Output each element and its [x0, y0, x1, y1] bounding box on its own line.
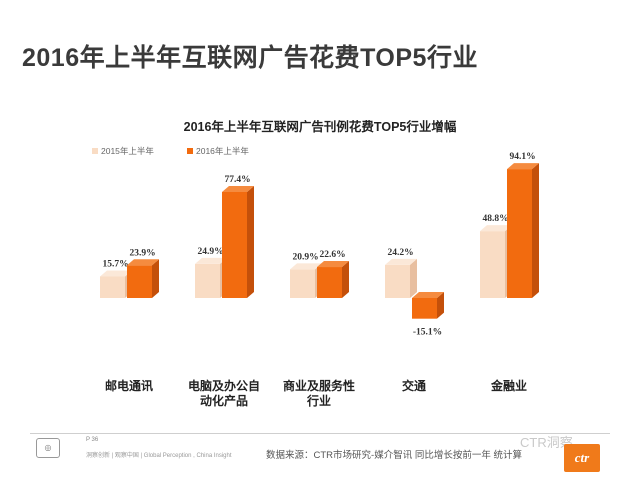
- page-number: P 36: [86, 437, 99, 443]
- category-label-1-line2: 动化产品: [200, 393, 248, 408]
- bar-1-1: [222, 191, 247, 298]
- bar-top-3-1: [412, 292, 444, 298]
- bar-side-1-1: [247, 185, 254, 298]
- footer-tagline: 洞察创新 | 观察中国 | Global Perception , China …: [86, 453, 232, 459]
- data-label-4-0: 48.8%: [482, 214, 508, 224]
- data-label-2-0: 20.9%: [292, 252, 318, 262]
- bar-side-4-1: [532, 163, 539, 298]
- legend-label-1: 2016年上半年: [196, 146, 249, 156]
- bar-top-0-0: [100, 270, 132, 277]
- bar-0-0: [100, 276, 125, 298]
- bar-side-3-1: [437, 292, 444, 319]
- bar-top-2-0: [290, 263, 322, 270]
- data-label-4-1: 94.1%: [509, 152, 535, 162]
- bar-4-1: [507, 169, 532, 298]
- bar-2-1: [317, 267, 342, 298]
- wechat-watermark: CTR洞察: [520, 435, 573, 450]
- data-label-2-1: 22.6%: [319, 250, 345, 260]
- bar-4-0: [480, 231, 505, 298]
- bar-top-2-1: [317, 261, 349, 268]
- bar-top-0-1: [127, 259, 159, 266]
- bar-side-2-1: [342, 261, 349, 298]
- footer-divider: [30, 433, 610, 434]
- data-label-3-1: -15.1%: [413, 328, 442, 338]
- ctr-logo: ctr: [564, 444, 600, 472]
- category-label-2-line2: 行业: [306, 393, 331, 408]
- bar-top-1-1: [222, 185, 254, 192]
- category-label-0: 邮电通讯: [105, 378, 153, 393]
- bar-3-1: [412, 298, 437, 319]
- bar-0-1: [127, 265, 152, 298]
- data-label-1-0: 24.9%: [197, 247, 223, 257]
- bar-top-1-0: [195, 257, 227, 264]
- bar-side-3-0: [410, 258, 417, 298]
- data-label-3-0: 24.2%: [387, 248, 413, 258]
- chart-title: 2016年上半年互联网广告刊例花费TOP5行业增幅: [183, 120, 457, 134]
- page-title: 2016年上半年互联网广告花费TOP5行业: [22, 44, 478, 72]
- award-badge-icon: ◎: [36, 438, 60, 458]
- data-label-1-1: 77.4%: [224, 175, 250, 185]
- bar-2-0: [290, 269, 315, 298]
- bar-side-0-1: [152, 259, 159, 298]
- legend-swatch-0: [92, 148, 98, 154]
- category-label-4: 金融业: [490, 378, 527, 393]
- legend-swatch-1: [187, 148, 193, 154]
- category-label-2: 商业及服务性: [283, 378, 355, 393]
- category-label-3: 交通: [402, 378, 426, 393]
- category-label-1: 电脑及办公自: [188, 378, 260, 393]
- data-source-note: 数据来源：CTR市场研究-媒介智讯 同比增长按前一年 统计算: [266, 450, 522, 461]
- data-label-0-1: 23.9%: [129, 248, 155, 258]
- bar-1-0: [195, 263, 220, 298]
- bar-top-3-0: [385, 258, 417, 265]
- bar-top-4-0: [480, 225, 512, 232]
- legend-label-0: 2015年上半年: [101, 146, 154, 156]
- bar-3-0: [385, 264, 410, 298]
- data-label-0-0: 15.7%: [102, 259, 128, 269]
- bar-top-4-1: [507, 163, 539, 170]
- bar-chart: 2015年上半年 2016年上半年 15.7%23.9% 邮电通讯 24.9% 77.4%…: [92, 146, 539, 408]
